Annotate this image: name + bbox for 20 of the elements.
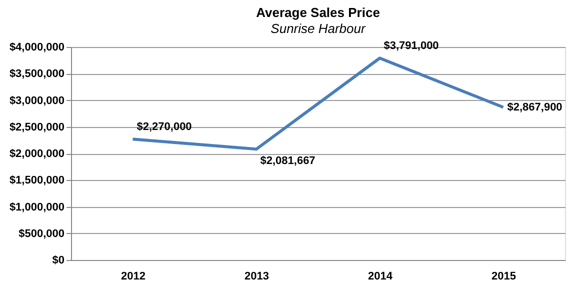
data-label: $2,867,900 [507, 101, 562, 114]
y-tick-label: $3,500,000 [9, 68, 64, 80]
data-label: $2,081,667 [260, 155, 316, 168]
y-tick-label: $3,000,000 [9, 94, 64, 107]
y-tick-label: $500,000 [18, 228, 64, 240]
y-tick-label: $2,000,000 [9, 148, 64, 160]
data-label: $3,791,000 [384, 40, 439, 52]
x-tick-label: 2012 [121, 270, 146, 282]
y-tick-label: $4,000,000 [9, 42, 64, 54]
data-label: $2,270,000 [136, 121, 192, 134]
x-tick-label: 2013 [244, 270, 269, 282]
y-tick-label: $1,500,000 [9, 174, 64, 187]
chart-title: Average Sales Price [256, 5, 380, 20]
y-tick-label: $1,000,000 [9, 201, 64, 214]
line-series [131, 56, 505, 151]
x-tick-label: 2015 [492, 270, 516, 282]
y-tick-label: $0 [52, 254, 64, 266]
y-tick-label: $2,500,000 [9, 121, 64, 134]
chart-subtitle: Sunrise Harbour [270, 21, 366, 36]
x-tick-label: 2014 [368, 270, 394, 282]
